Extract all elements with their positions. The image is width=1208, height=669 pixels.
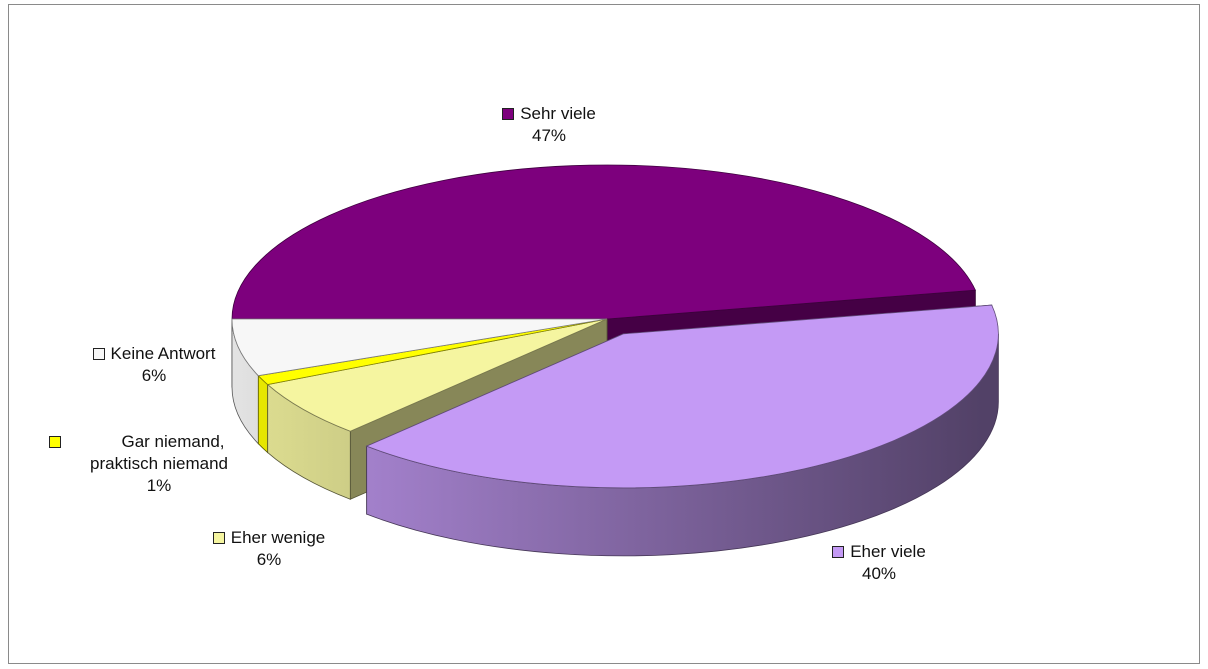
value-label: 6% xyxy=(256,550,282,569)
legend-swatch-eher-viele xyxy=(832,546,845,558)
legend-swatch-eher-wenige xyxy=(212,532,225,544)
pie-slice-keine-antwort xyxy=(231,318,608,377)
pie-chart xyxy=(231,164,999,557)
pie-slice-eher-wenige xyxy=(266,318,608,432)
category-label: Eher wenige xyxy=(230,528,326,547)
value-label: 47% xyxy=(531,126,567,145)
legend-swatch-sehr-viele xyxy=(502,108,515,120)
legend-swatch-gar-niemand xyxy=(49,436,61,448)
category-label-line-1: Gar niemand, xyxy=(121,432,225,451)
value-label: 6% xyxy=(141,366,167,385)
slice-label-eher-viele: Eher viele 40% xyxy=(789,541,969,585)
pie-slice-sehr-viele xyxy=(231,164,976,320)
category-label: Keine Antwort xyxy=(110,344,216,363)
value-label: 1% xyxy=(146,476,172,495)
category-label: Eher viele xyxy=(850,542,926,561)
category-label: Sehr viele xyxy=(520,104,596,123)
pie-slice-eher-viele xyxy=(365,304,999,489)
slice-label-sehr-viele: Sehr viele 47% xyxy=(449,103,649,147)
chart-frame: Sehr viele 47% Eher viele 40% Eher wenig… xyxy=(8,4,1200,664)
slice-label-gar-niemand: Gar niemand, praktisch niemand 1% xyxy=(39,431,279,497)
slice-label-keine-antwort: Keine Antwort 6% xyxy=(49,343,259,387)
value-label: 40% xyxy=(861,564,897,583)
legend-swatch-keine-antwort xyxy=(92,348,105,360)
category-label-line-2: praktisch niemand xyxy=(90,454,228,473)
slice-label-eher-wenige: Eher wenige 6% xyxy=(169,527,369,571)
